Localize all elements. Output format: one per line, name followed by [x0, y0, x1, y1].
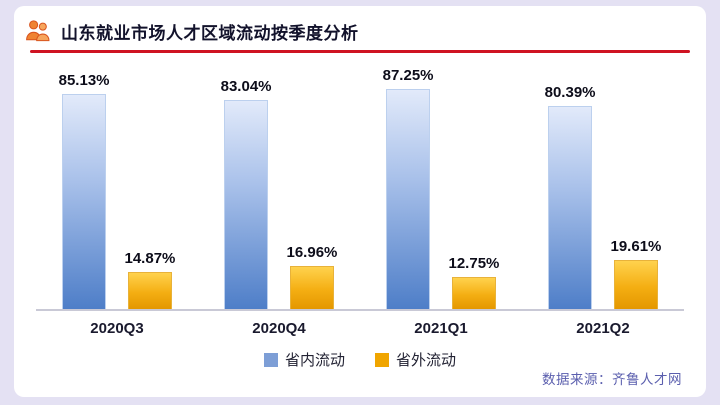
bar-item: 87.25%	[383, 67, 434, 309]
bar-out-province	[613, 260, 658, 309]
x-axis-label: 2020Q3	[90, 320, 144, 337]
x-axis-line	[36, 309, 684, 311]
title-underline	[30, 50, 690, 53]
bar-item: 19.61%	[610, 238, 662, 309]
bar-item: 85.13%	[59, 72, 110, 309]
bar-value-label: 19.61%	[610, 238, 662, 255]
legend-swatch	[263, 352, 278, 367]
x-axis-label: 2021Q1	[414, 320, 468, 337]
bar-out-province	[127, 272, 172, 309]
bar-value-label: 83.04%	[220, 78, 272, 95]
bar-item: 16.96%	[286, 244, 338, 309]
legend-swatch	[375, 352, 389, 367]
bar-in-province	[386, 89, 431, 309]
legend-item: 省内流动	[263, 349, 345, 370]
bar-out-province	[451, 277, 496, 309]
bar-group: 80.39% 19.61%	[522, 84, 684, 309]
bar-value-label: 12.75%	[448, 255, 500, 272]
bar-in-province	[548, 106, 593, 309]
bar-item: 14.87%	[124, 250, 176, 309]
legend: 省内流动 省外流动	[14, 349, 706, 370]
legend-item: 省外流动	[375, 349, 456, 370]
bar-out-province	[289, 266, 334, 309]
chart-header: 山东就业市场人才区域流动按季度分析	[14, 6, 706, 48]
bar-value-label: 80.39%	[544, 84, 596, 101]
legend-label: 省内流动	[284, 352, 345, 369]
bar-value-label: 85.13%	[58, 72, 110, 89]
chart-card: 山东就业市场人才区域流动按季度分析 85.13% 14.87% 83.04% 16.9…	[14, 6, 706, 397]
bar-group: 85.13% 14.87%	[36, 72, 198, 309]
bar-in-province	[224, 100, 269, 309]
x-axis-label: 2020Q4	[252, 320, 306, 337]
bar-item: 80.39%	[545, 84, 596, 309]
bar-in-province	[62, 94, 107, 309]
plot-area: 85.13% 14.87% 83.04% 16.96% 87.25% 12.75% 80.3…	[36, 59, 684, 309]
legend-label: 省外流动	[396, 352, 457, 369]
chart-title: 山东就业市场人才区域流动按季度分析	[61, 23, 359, 43]
bar-item: 12.75%	[448, 255, 500, 309]
bar-value-label: 14.87%	[124, 250, 176, 267]
bar-group: 83.04% 16.96%	[198, 78, 360, 309]
people-icon	[24, 17, 52, 45]
x-axis-label: 2021Q2	[576, 320, 630, 337]
data-source-label: 数据来源：齐鲁人才网	[542, 372, 682, 387]
bar-value-label: 87.25%	[382, 67, 434, 84]
bar-chart: 85.13% 14.87% 83.04% 16.96% 87.25% 12.75% 80.3…	[14, 53, 706, 337]
x-axis-labels: 2020Q3 2020Q4 2021Q1 2021Q2	[36, 311, 684, 337]
bar-group: 87.25% 12.75%	[360, 67, 522, 309]
bar-value-label: 16.96%	[286, 244, 338, 261]
bar-item: 83.04%	[221, 78, 272, 309]
